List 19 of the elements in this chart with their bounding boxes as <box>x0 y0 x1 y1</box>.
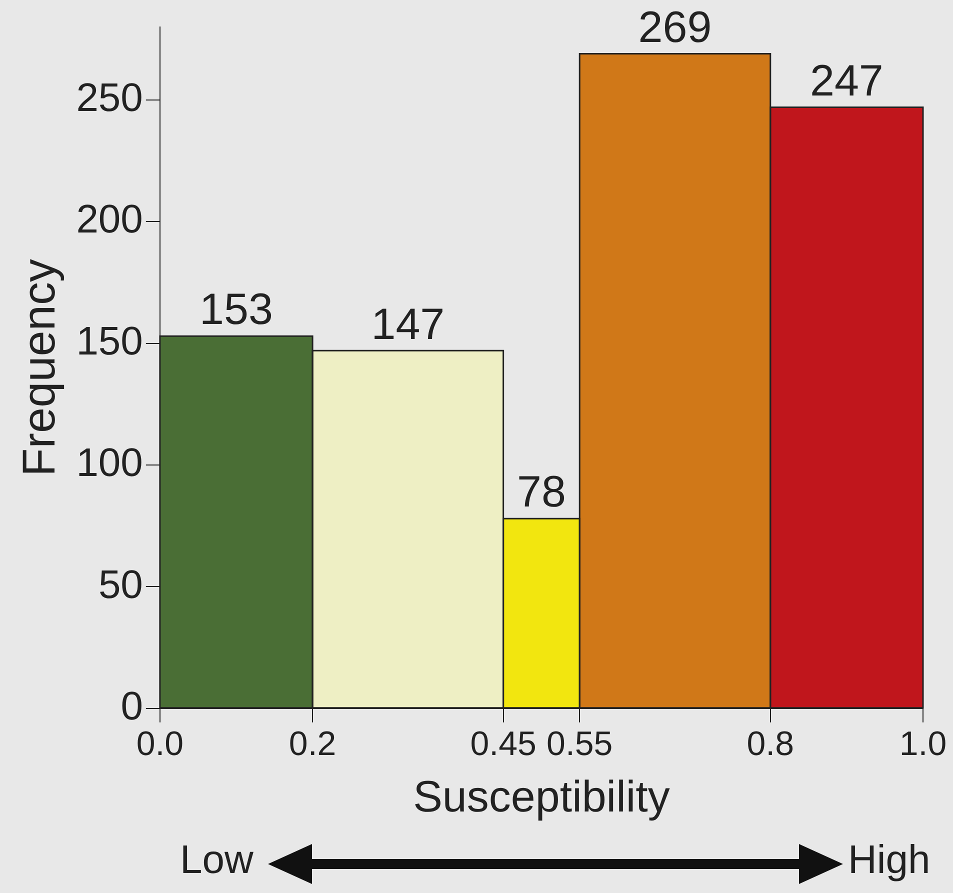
x-axis-title: Susceptibility <box>413 772 670 822</box>
data-label: 78 <box>516 468 566 517</box>
x-tick-label: 0.55 <box>546 725 613 764</box>
data-label: 247 <box>810 56 884 106</box>
y-tick-label: 250 <box>76 76 143 120</box>
text: High <box>848 838 930 883</box>
y-tick-label: 50 <box>98 562 143 607</box>
y-tick-label: 100 <box>76 441 143 486</box>
x-tick-label: 0.8 <box>746 725 794 764</box>
x-tick-label: 0.45 <box>470 725 536 764</box>
data-label: 269 <box>638 2 712 52</box>
y-tick-label: 200 <box>76 198 143 242</box>
data-label: 153 <box>200 285 273 334</box>
y-tick-label: 150 <box>76 319 143 364</box>
data-label: 147 <box>371 300 445 349</box>
y-axis-title: Frequency <box>12 259 64 476</box>
text: Low <box>180 838 254 883</box>
x-tick-label: 0.2 <box>288 725 336 764</box>
x-tick-label: 1.0 <box>899 725 947 764</box>
